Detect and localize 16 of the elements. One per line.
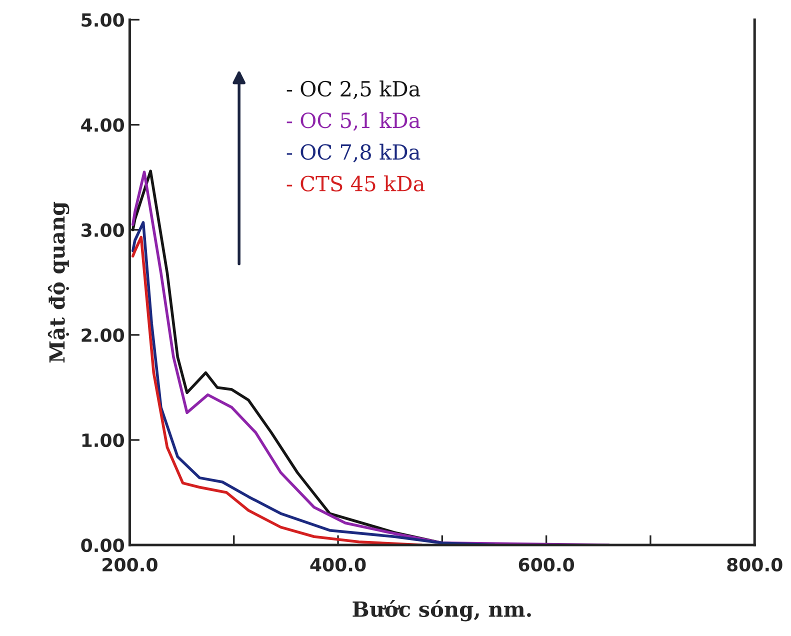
y-tick-label: 3.00 xyxy=(82,223,124,237)
y-axis-title: Mật độ quang xyxy=(48,202,70,363)
y-tick-label: 1.00 xyxy=(82,433,124,448)
y-tick-label: 5.00 xyxy=(82,13,124,27)
y-tick-label: 0.00 xyxy=(81,538,124,552)
x-axis-title: Bước sóng, nm. xyxy=(352,600,531,622)
text: - OC 7,8 kDa xyxy=(286,144,420,162)
x-tick-label: 800.0 xyxy=(727,558,782,572)
y-tick-label: 2.00 xyxy=(82,328,124,342)
x-tick-label: 600.0 xyxy=(518,558,574,572)
text: - OC 5,1 kDa xyxy=(286,112,420,131)
x-tick-label: 400.0 xyxy=(310,558,366,572)
text: - CTS 45 kDa xyxy=(286,175,425,192)
text: - OC 2,5 kDa xyxy=(286,80,420,100)
x-tick-label: 200.0 xyxy=(102,558,158,572)
y-tick-label: 4.00 xyxy=(81,118,124,132)
